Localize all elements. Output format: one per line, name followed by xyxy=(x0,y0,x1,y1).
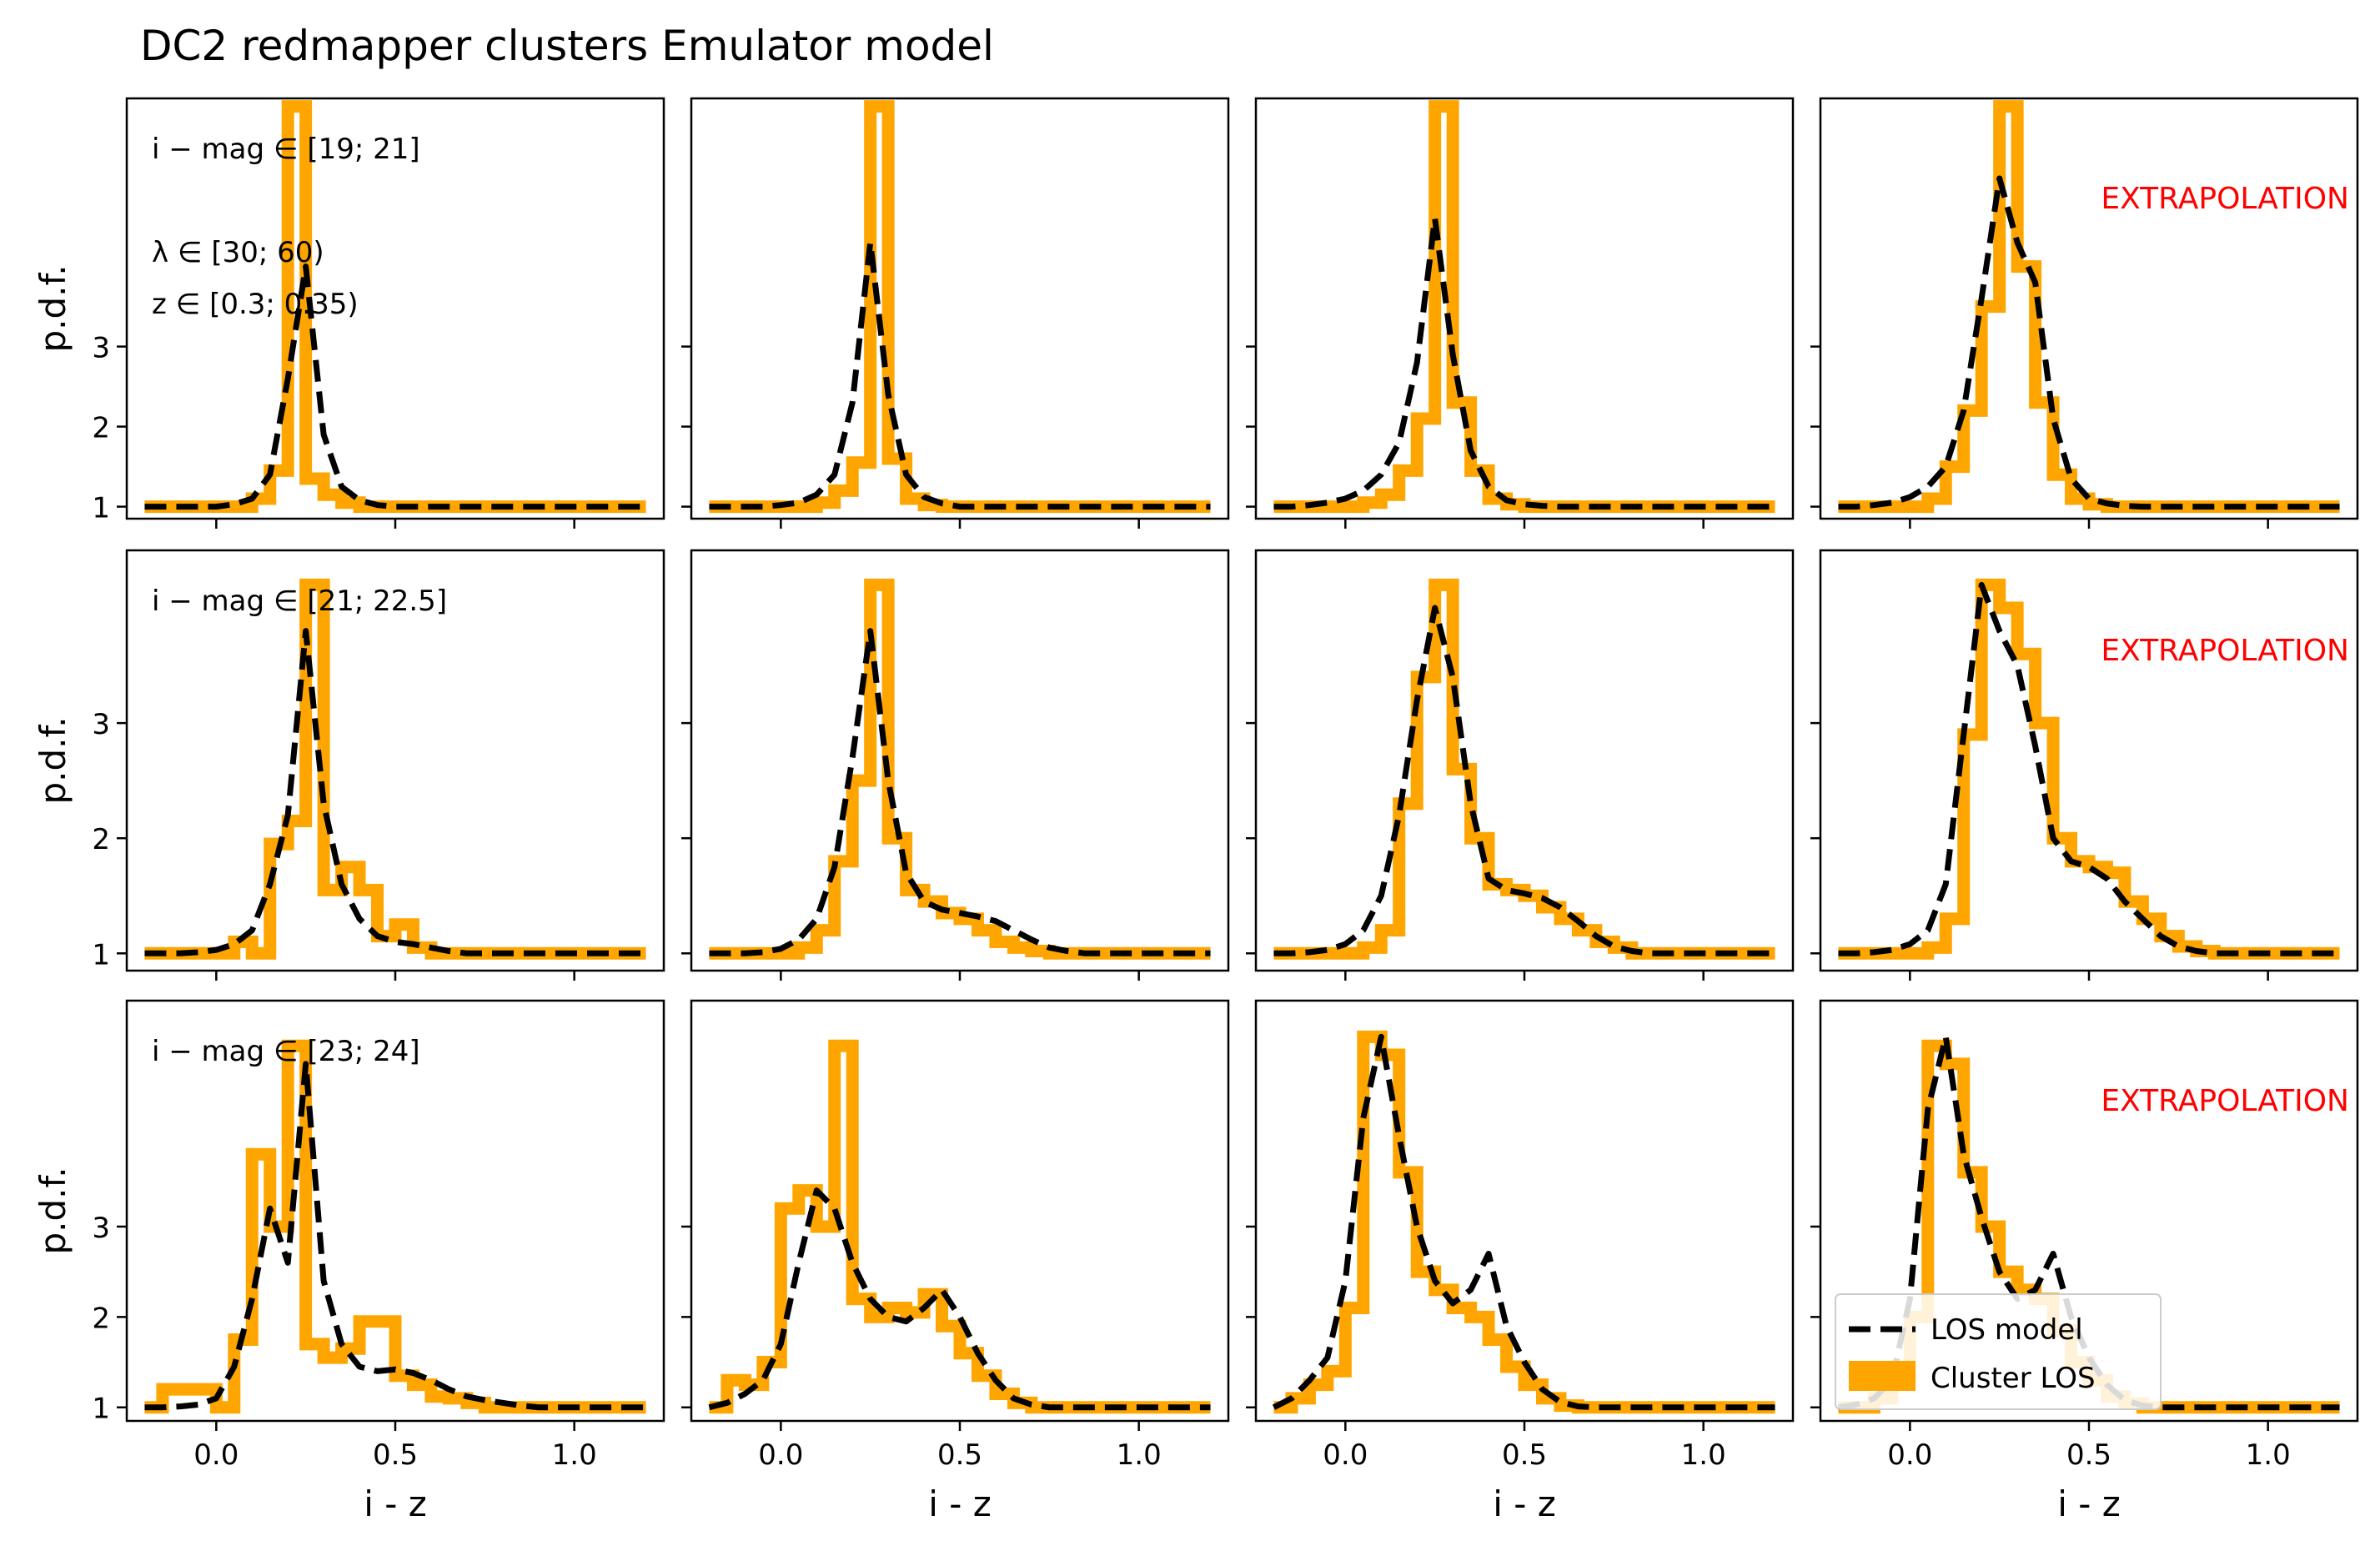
panel-frame xyxy=(1254,549,1795,972)
x-axis-label: i - z xyxy=(1493,1483,1556,1524)
cluster-los-histogram xyxy=(709,100,1211,514)
panel-r0-c0: 1 2 3 p.d.f. i − mag ∈ [19; 21] λ ∈ [30; 60) z… xyxy=(33,97,665,529)
panel-r0-c1 xyxy=(681,97,1230,529)
cluster-los-histogram xyxy=(709,578,1211,960)
x-tick-label: 0.0 xyxy=(1323,1438,1368,1472)
panel-frame xyxy=(1819,549,2359,972)
panel-frame xyxy=(1254,97,1795,520)
figure-title: DC2 redmapper clusters Emulator model xyxy=(140,22,994,70)
los-model-curve xyxy=(1272,1033,1775,1411)
cluster-los-histogram xyxy=(1273,100,1775,514)
los-model-curve xyxy=(1838,581,2340,956)
panel-r1-c0: 1 2 3 p.d.f. i − mag ∈ [21; 22.5] xyxy=(33,549,665,981)
panel-r2-c3: 0.0 0.5 1.0 i - z EXTRAPOLATION LOS model Clus… xyxy=(1810,999,2359,1524)
plot-area xyxy=(709,578,1211,960)
plot-area xyxy=(1272,1030,1775,1414)
plot-area xyxy=(709,100,1211,514)
legend-frame xyxy=(1835,1293,2162,1410)
x-tick-label: 0.5 xyxy=(1502,1438,1547,1472)
panel-r1-c1 xyxy=(681,549,1230,981)
x-tick-label: 0.5 xyxy=(373,1438,418,1472)
los-model-curve xyxy=(1273,605,1775,956)
los-model-curve xyxy=(1273,215,1775,510)
plot-area xyxy=(1273,578,1775,960)
y-tick-label: 3 xyxy=(92,708,110,741)
panel-frame xyxy=(1254,999,1795,1423)
x-tick-label: 0.0 xyxy=(193,1438,239,1472)
x-axis-label: i - z xyxy=(2057,1483,2121,1524)
y-tick-label: 3 xyxy=(92,332,110,365)
panel-grid: 1 2 3 p.d.f. i − mag ∈ [19; 21] λ ∈ [30; 60) z… xyxy=(33,97,2359,1524)
x-tick-label: 1.0 xyxy=(1681,1438,1726,1472)
legend-hist-label: Cluster LOS xyxy=(1931,1362,2096,1395)
x-tick-label: 1.0 xyxy=(1117,1438,1162,1472)
panel-frame xyxy=(690,97,1230,520)
x-tick-label: 1.0 xyxy=(552,1438,597,1472)
x-tick-label: 1.0 xyxy=(2246,1438,2291,1472)
legend: LOS model Cluster LOS xyxy=(1835,1293,2162,1410)
plot-area xyxy=(144,1039,646,1414)
panel-r2-c2: 0.0 0.5 1.0 i - z xyxy=(1246,999,1795,1524)
y-axis-label: p.d.f. xyxy=(33,1167,73,1254)
panel-annotation: i − mag ∈ [23; 24] xyxy=(152,1035,420,1068)
panel-r1-c3: EXTRAPOLATION xyxy=(1810,549,2359,981)
panel-r0-c3: EXTRAPOLATION xyxy=(1810,97,2359,529)
plot-area xyxy=(1273,100,1775,514)
x-axis-label: i - z xyxy=(928,1483,992,1524)
extrapolation-label: EXTRAPOLATION xyxy=(2101,182,2349,216)
cluster-los-histogram xyxy=(144,578,646,960)
y-tick-label: 3 xyxy=(92,1212,110,1245)
los-model-curve xyxy=(144,628,646,956)
plot-area xyxy=(144,578,646,960)
y-tick-label: 1 xyxy=(92,938,110,971)
panel-r0-c2 xyxy=(1246,97,1795,529)
los-model-curve xyxy=(144,264,646,510)
x-axis-label: i - z xyxy=(364,1483,427,1524)
panel-annotation: z ∈ [0.3; 0.35) xyxy=(152,288,359,321)
los-model-curve xyxy=(709,239,1211,510)
panel-r2-c1: 0.0 0.5 1.0 i - z xyxy=(681,999,1230,1524)
panel-annotation: λ ∈ [30; 60) xyxy=(152,236,324,269)
cluster-los-histogram xyxy=(144,1039,646,1414)
x-tick-label: 0.0 xyxy=(758,1438,803,1472)
plot-area xyxy=(708,1039,1211,1414)
panel-frame xyxy=(1819,97,2359,520)
los-model-curve xyxy=(709,628,1211,956)
plot-area xyxy=(144,100,646,514)
cluster-los-histogram xyxy=(709,1039,1211,1414)
y-tick-label: 2 xyxy=(92,1302,110,1335)
extrapolation-label: EXTRAPOLATION xyxy=(2101,634,2349,668)
y-tick-label: 2 xyxy=(92,412,110,445)
panel-annotation: i − mag ∈ [21; 22.5] xyxy=(152,585,447,618)
y-axis-label: p.d.f. xyxy=(33,716,73,804)
panel-r1-c2 xyxy=(1246,549,1795,981)
panel-r2-c0: 1 2 3 0.0 0.5 1.0 i - z p.d.f. i − mag ∈ [23; 24… xyxy=(33,999,665,1524)
los-model-curve xyxy=(1838,175,2340,510)
x-tick-label: 0.0 xyxy=(1887,1438,1932,1472)
y-tick-label: 2 xyxy=(92,823,110,856)
y-axis-label: p.d.f. xyxy=(33,264,73,352)
panel-annotation: i − mag ∈ [19; 21] xyxy=(152,133,420,166)
legend-model-label: LOS model xyxy=(1931,1313,2083,1347)
cluster-los-histogram xyxy=(1273,578,1775,960)
y-tick-label: 1 xyxy=(92,1393,110,1426)
y-tick-label: 1 xyxy=(92,492,110,525)
plot-area xyxy=(1838,100,2340,514)
cluster-los-histogram xyxy=(1838,100,2340,514)
plot-area xyxy=(1838,578,2340,960)
los-model-curve xyxy=(144,1061,646,1411)
x-tick-label: 0.5 xyxy=(937,1438,982,1472)
legend-hist-swatch xyxy=(1849,1361,1916,1391)
x-tick-label: 0.5 xyxy=(2066,1438,2111,1472)
cluster-los-histogram xyxy=(1273,1030,1775,1414)
extrapolation-label: EXTRAPOLATION xyxy=(2101,1084,2349,1118)
